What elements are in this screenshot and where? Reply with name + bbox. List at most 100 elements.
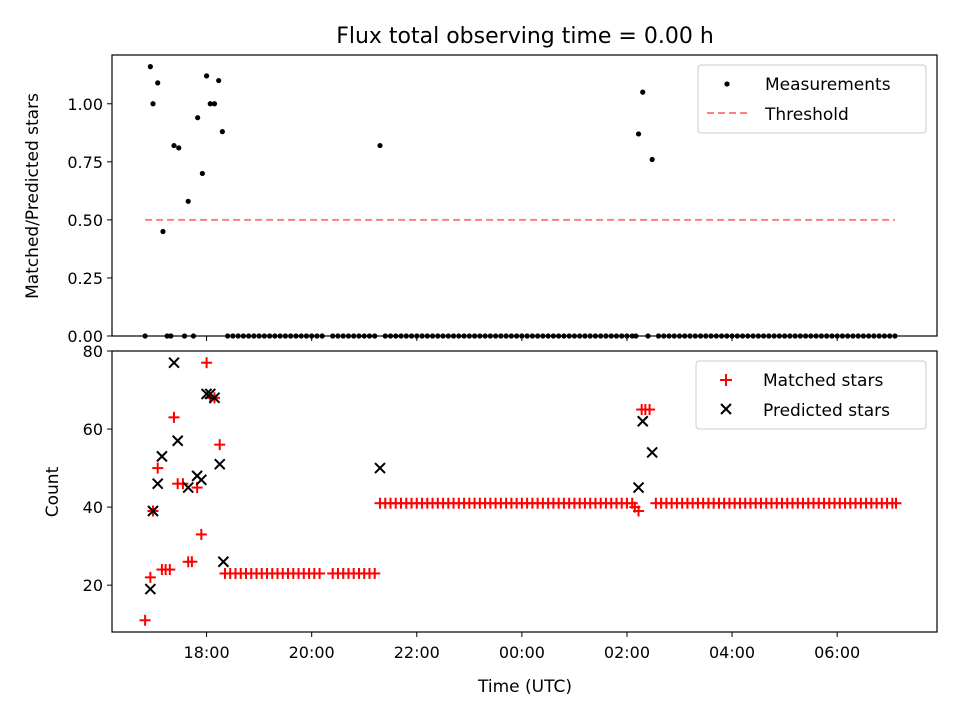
bottom-chart-x-axis: 18:00 20:00 22:00 00:00 02:00 04:00 06:00 [184,632,860,662]
measurement-point [635,131,642,137]
matched-star-point [195,528,207,540]
predicted-star-stroke [171,435,184,447]
predicted-star-stroke [200,388,213,400]
bottom-x-tick-label: 06:00 [814,643,860,662]
predicted-star-point [637,415,649,427]
bottom-legend-predicted-label: Predicted stars [763,401,890,421]
predicted-star-stroke [208,392,221,404]
predicted-star-stroke [182,481,194,494]
predicted-star-point [208,392,221,404]
predicted-star-stroke [632,481,645,494]
top-legend-measurements-marker [724,81,730,87]
top-chart-x-axis [206,336,838,341]
measurement-point [211,101,218,107]
matched-star-point [152,462,164,474]
matched-star-point [168,411,180,423]
bottom-chart-marks [139,357,902,626]
bottom-x-tick-label: 00:00 [499,643,545,662]
predicted-star-point [217,556,230,568]
predicted-star-point [171,435,184,447]
measurement-point [203,73,210,79]
top-y-tick-label: 1.00 [67,95,103,114]
predicted-star-point [144,583,157,595]
predicted-star-stroke [374,462,386,474]
matched-star-point [139,614,151,626]
top-y-tick-label: 0.50 [67,211,103,230]
bottom-chart-frame [111,350,938,633]
bottom-chart-legend: Matched stars Predicted stars [695,360,927,430]
measurement-point [207,101,213,107]
bottom-chart: 20 40 60 80 18:00 20:00 22:00 00:00 02:00 04:00 0… [43,342,938,697]
top-y-tick-label: 0.75 [67,153,103,172]
top-chart-y-axis: 0.00 0.25 0.50 0.75 1.00 [67,95,112,346]
bottom-x-tick-label: 04:00 [709,643,755,662]
predicted-star-stroke [637,415,649,427]
bottom-legend-predicted-marker [720,403,732,415]
bottom-y-tick-label: 40 [83,498,103,517]
measurement-point [649,156,655,163]
measurement-point [640,89,646,95]
top-legend-measurements-label: Measurements [765,75,891,95]
bottom-x-tick-label: 18:00 [184,643,230,662]
matched-star-point [633,505,645,517]
matched-star-point [214,439,226,451]
top-legend-frame [697,64,927,134]
bottom-x-tick-label: 20:00 [289,643,335,662]
predicted-star-stroke [646,446,658,459]
measurement-point [377,142,383,149]
bottom-y-tick-label: 20 [83,576,103,595]
top-chart-y-label: Matched/Predicted stars [23,93,43,299]
predicted-star-stroke [214,458,226,470]
bottom-y-tick-label: 80 [83,342,103,361]
bottom-y-tick-label: 60 [83,420,103,439]
predicted-star-stroke [168,357,180,369]
bottom-legend-matched-marker [720,374,732,386]
predicted-star-stroke [217,556,230,568]
measurement-point [147,64,153,70]
bottom-x-tick-label: 22:00 [394,643,440,662]
matched-star-point [314,567,326,579]
top-y-tick-label: 0.00 [67,327,103,346]
top-chart-legend: Measurements Threshold [697,64,927,134]
predicted-star-point [200,388,213,400]
measurement-point [176,145,182,151]
measurement-point [195,115,201,121]
bottom-legend-frame [695,360,927,430]
bottom-chart-x-label: Time (UTC) [477,677,572,697]
predicted-star-point [646,446,658,459]
predicted-star-stroke [144,583,157,595]
predicted-star-point [156,450,168,463]
matched-star-point [369,567,381,579]
matched-star-point [186,556,198,568]
top-legend-threshold-label: Threshold [764,105,849,125]
predicted-star-point [214,458,226,470]
top-y-tick-label: 0.25 [67,269,103,288]
measurement-point [219,129,225,135]
measurement-point [171,142,177,149]
predicted-star-stroke [152,477,164,490]
matched-star-point [201,357,213,369]
matched-star-point [890,497,902,509]
predicted-star-stroke [195,474,208,486]
predicted-star-point [182,481,194,494]
predicted-star-point [147,505,159,517]
measurement-point [155,80,161,86]
top-chart-frame [111,54,938,337]
top-chart: 0.00 0.25 0.50 0.75 1.00 Matched/Predicted s… [23,54,938,346]
matched-star-point [644,404,656,416]
predicted-star-point [152,477,164,490]
bottom-chart-y-label: Count [43,466,63,517]
matched-star-point [144,571,156,583]
measurement-point [185,198,191,204]
measurement-point [199,170,205,177]
matched-star-point [164,564,176,576]
bottom-x-tick-label: 02:00 [604,643,650,662]
predicted-star-point [168,357,180,369]
predicted-star-point [632,481,645,494]
top-chart-title: Flux total observing time = 0.00 h [336,24,714,49]
measurement-point [216,77,222,84]
predicted-star-stroke [156,450,168,463]
measurement-point [160,228,166,235]
bottom-legend-matched-label: Matched stars [763,371,883,391]
